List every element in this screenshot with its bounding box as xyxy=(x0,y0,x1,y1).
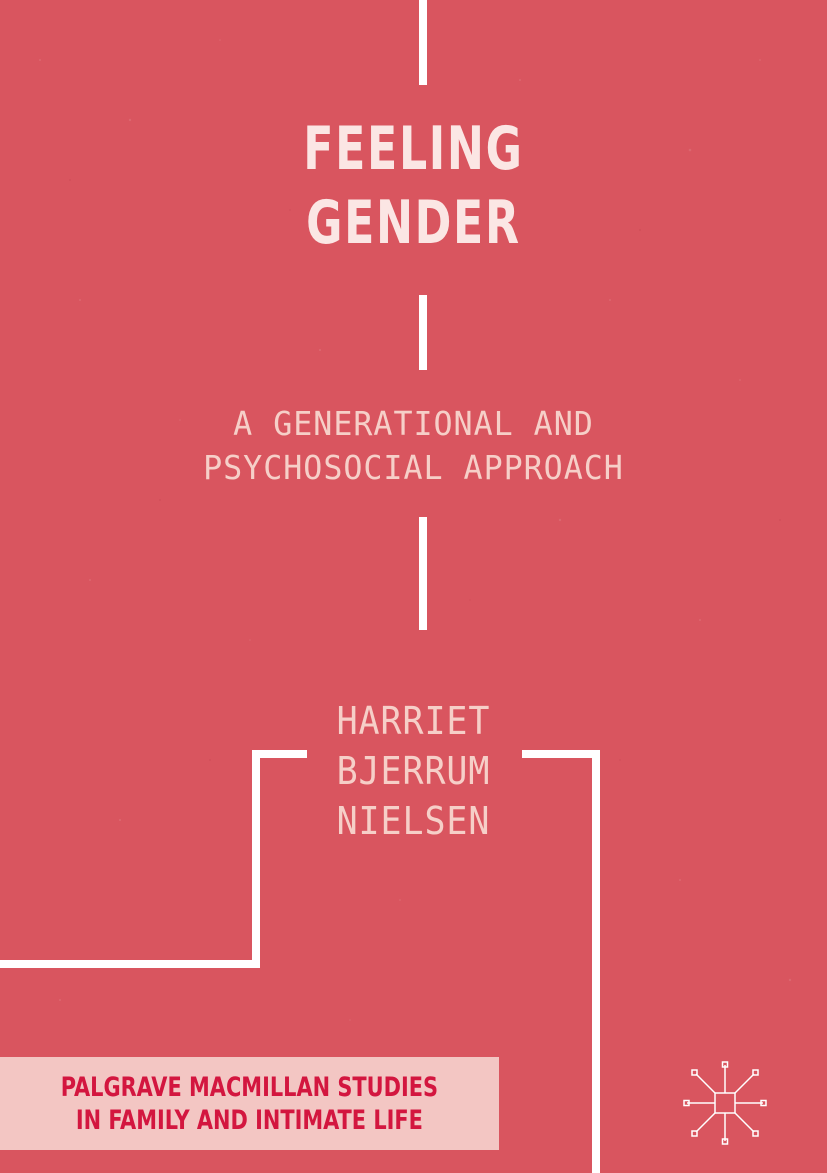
series-line-1: PALGRAVE MACMILLAN STUDIES xyxy=(60,1072,439,1103)
left-bracket-bottom xyxy=(0,960,260,968)
left-bracket-vertical xyxy=(252,750,260,968)
palgrave-logo-icon xyxy=(683,1061,767,1145)
author-line-2: BJERRUM xyxy=(336,749,491,793)
title-line-2: GENDER xyxy=(306,188,521,258)
center-line-middle xyxy=(419,295,427,370)
subtitle-line-1: A GENERATIONAL AND xyxy=(233,404,594,443)
right-bracket-top xyxy=(522,750,600,758)
subtitle-line-2: PSYCHOSOCIAL APPROACH xyxy=(203,448,624,487)
title-line-1: FEELING xyxy=(303,114,524,184)
author-line-1: HARRIET xyxy=(336,699,491,743)
series-box: PALGRAVE MACMILLAN STUDIES IN FAMILY AND… xyxy=(0,1057,499,1150)
book-subtitle: A GENERATIONAL AND PSYCHOSOCIAL APPROACH xyxy=(17,402,811,490)
book-title: FEELING GENDER xyxy=(74,112,752,260)
center-line-lower xyxy=(419,517,427,630)
center-line-top xyxy=(419,0,427,85)
left-bracket-top xyxy=(252,750,307,758)
right-bracket-vertical xyxy=(592,750,600,1173)
series-line-2: IN FAMILY AND INTIMATE LIFE xyxy=(75,1105,423,1136)
author-line-3: NIELSEN xyxy=(336,799,491,843)
book-author: HARRIET BJERRUM NIELSEN xyxy=(33,696,794,846)
series-title: PALGRAVE MACMILLAN STUDIES IN FAMILY AND… xyxy=(35,1071,464,1137)
